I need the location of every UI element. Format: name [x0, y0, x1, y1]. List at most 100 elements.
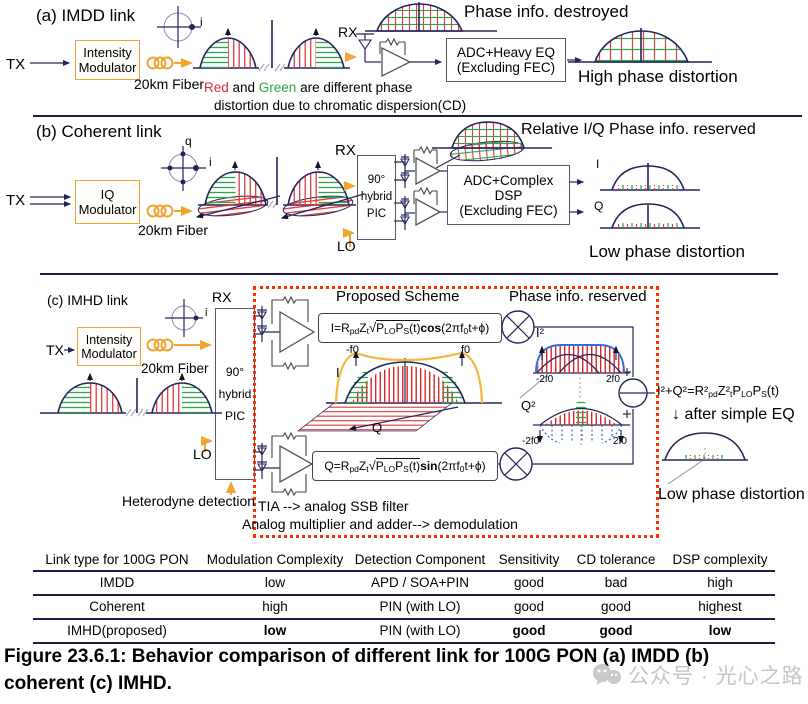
table-cell: high: [665, 572, 775, 596]
cd-note-line1: Red and Green are different phase: [204, 80, 413, 95]
hybrid-line2: hybrid: [360, 190, 393, 203]
table-cell: Coherent: [33, 596, 201, 620]
tx-label-b: TX: [6, 192, 26, 209]
hybrid-line3: PIC: [366, 208, 387, 221]
tia-amplifier-a: [379, 37, 443, 78]
table-cell: low: [201, 572, 349, 596]
2f0-pos-label-i2: 2f0: [606, 374, 620, 385]
hybrid-line2: hybrid: [218, 386, 252, 401]
rx-label-c: RX: [212, 289, 232, 305]
table-cell: good: [491, 596, 567, 620]
hybrid-line1: 90°: [225, 364, 245, 379]
table-header: CD tolerance: [567, 552, 665, 572]
hybrid-line3: PIC: [224, 409, 245, 424]
watermark-text: 公众号 · 光心之路: [628, 665, 804, 688]
table-header: DSP complexity: [665, 552, 775, 572]
spectrum-b-i-out: [600, 163, 700, 191]
hybrid-line1: 90°: [367, 173, 386, 186]
spectrum-c-left: [57, 372, 123, 414]
proposed-scheme-box: [253, 286, 659, 538]
table-cell: low: [665, 620, 775, 644]
low-distortion-label-c: Low phase distortion: [658, 486, 805, 503]
i-squared-label: I²: [536, 325, 544, 340]
iq-modulator-box-b: IQ Modulator: [75, 180, 140, 224]
table-cell: IMDD: [33, 572, 201, 596]
equation-i-box: I=RpdZt√PLOPS(t)cos(2πf0t+ϕ): [318, 313, 502, 343]
proposed-scheme-label: Proposed Scheme: [336, 288, 460, 305]
lo-label-b: LO: [337, 238, 356, 254]
i-axis-label-b: i: [209, 155, 212, 169]
table-header: Sensitivity: [491, 552, 567, 572]
adc-heavy-eq-box: ADC+Heavy EQ (Excluding FEC): [446, 38, 566, 82]
spectrum-b-right: [280, 160, 365, 220]
phase-reserved-label-c: Phase info. reserved: [509, 288, 647, 305]
2f0-neg-label-i2: -2f0: [536, 374, 554, 385]
q-squared-label: Q²: [521, 398, 536, 413]
i-axis-label-c: i: [205, 307, 208, 319]
q-axis-label-b: q: [185, 134, 192, 148]
tia-note-line2: Analog multiplier and adder--> demodulat…: [242, 516, 518, 532]
equation-q-box: Q=RpdZt√PLOPS(t)sin(2πf0t+ϕ): [312, 451, 498, 481]
dsp-line2: (Excluding FEC): [459, 202, 558, 218]
phase-reserved-label-b: Relative I/Q Phase info. reserved: [521, 121, 756, 138]
spectrum-q-label: Q: [372, 420, 383, 435]
modulator-label: Intensity: [85, 332, 133, 347]
wechat-icon: [593, 664, 621, 685]
after-eq-label: ↓ after simple EQ: [672, 406, 795, 423]
tia-note-line1: TIA --> analog SSB filter: [258, 498, 409, 514]
tx-label-a: TX: [6, 56, 26, 73]
table-header: Detection Component: [349, 552, 491, 572]
intensity-modulator-box-a: Intensity Modulator: [75, 40, 140, 80]
modulator-label: Modulator: [81, 346, 137, 361]
table-header: Link type for 100G PON: [33, 552, 201, 572]
modulator-label: Modulator: [78, 60, 137, 75]
equation-i: I=RpdZt√PLOPS(t)cos(2πf0t+ϕ): [330, 320, 490, 336]
tia-amplifiers-b: [413, 145, 447, 227]
table-cell: IMHD(proposed): [33, 620, 201, 644]
q-out-label: Q: [594, 199, 604, 213]
f0-neg-label: -f0: [346, 344, 359, 356]
figure-caption: Figure 23.6.1: Behavior comparison of di…: [4, 646, 710, 694]
spectrum-b-left: [195, 160, 281, 219]
hybrid-pic-box-b: 90° hybrid PIC: [357, 155, 396, 240]
spectrum-i-label: I: [336, 365, 340, 380]
table-cell: good: [567, 620, 665, 644]
phase-destroyed-label: Phase info. destroyed: [464, 2, 629, 21]
spectrum-c-right: [151, 372, 213, 414]
intensity-modulator-box-c: Intensity Modulator: [77, 327, 141, 366]
table-cell: low: [201, 620, 349, 644]
adc-complex-dsp-box: ADC+Complex DSP (Excluding FEC): [447, 165, 570, 225]
table-cell: APD / SOA+PIN: [349, 572, 491, 596]
table-cell: good: [491, 620, 567, 644]
panel-b-title: (b) Coherent link: [36, 122, 162, 141]
low-distortion-label-b: Low phase distortion: [589, 242, 745, 261]
fiber-label-c: 20km Fiber: [141, 361, 209, 376]
table-cell: good: [491, 572, 567, 596]
table-cell: PIN (with LO): [349, 620, 491, 644]
fiber-label-b: 20km Fiber: [138, 222, 209, 238]
table-header: Modulation Complexity: [201, 552, 349, 572]
adc-line1: ADC+Heavy EQ: [457, 45, 555, 60]
spectrum-b-q-out: [600, 203, 700, 229]
adc-line2: (Excluding FEC): [456, 60, 556, 75]
dsp-line1: ADC+Complex DSP: [463, 172, 554, 203]
rx-label-b: RX: [335, 142, 356, 159]
photodiode-a: [356, 33, 381, 63]
2f0-neg-label-q2: -2f0: [522, 436, 540, 447]
tx-label-c: TX: [46, 342, 64, 358]
table-cell: good: [567, 596, 665, 620]
table-cell: high: [201, 596, 349, 620]
panel-c-title: (c) IMHD link: [47, 292, 128, 308]
constellation-b: [161, 146, 206, 191]
table-cell: PIN (with LO): [349, 596, 491, 620]
result-equation: I²+Q²=R²pdZ²tPLOPS(t): [657, 383, 780, 399]
modulator-label: IQ: [100, 187, 115, 202]
constellation-a: [157, 6, 201, 48]
spectrum-a-right: [287, 27, 345, 69]
fiber-label-a: 20km Fiber: [134, 76, 205, 92]
spectrum-a-output: [568, 28, 712, 63]
cd-note-line2: distortion due to chromatic dispersion(C…: [214, 98, 467, 113]
equation-q: Q=RpdZt√PLOPS(t)sin(2πf0t+ϕ): [324, 458, 486, 474]
modulator-label: Modulator: [78, 202, 137, 217]
